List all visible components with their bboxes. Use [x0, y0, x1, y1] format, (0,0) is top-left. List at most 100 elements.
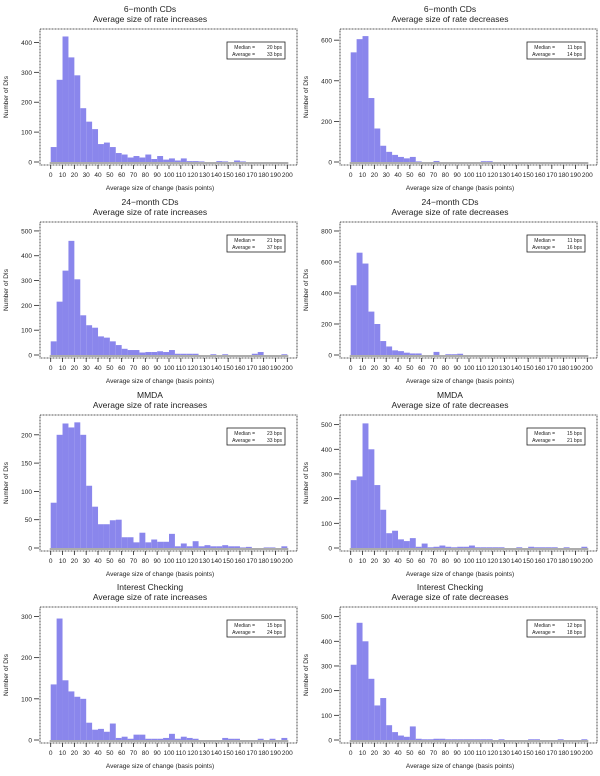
chart-subtitle: Average size of rate increases: [93, 207, 207, 217]
x-tick-label: 190: [570, 558, 581, 565]
histogram-bar: [222, 161, 229, 162]
histogram-bar: [86, 325, 93, 355]
histogram-bar: [115, 737, 122, 740]
histogram-bar: [121, 154, 128, 162]
y-axis-label: Number of DIs: [303, 268, 310, 311]
histogram-bar: [362, 423, 369, 548]
histogram-bar: [103, 524, 110, 548]
x-tick-label: 170: [246, 365, 257, 372]
x-tick-label: 160: [235, 365, 246, 372]
x-tick-label: 190: [270, 172, 281, 179]
x-tick-label: 80: [142, 172, 150, 179]
histogram-bar: [486, 739, 493, 740]
x-tick-label: 70: [130, 365, 138, 372]
x-tick-label: 200: [582, 172, 593, 179]
histogram-bar: [374, 705, 381, 740]
histogram-bar: [198, 546, 205, 548]
legend-label: Median =: [234, 431, 255, 437]
histogram-bar: [480, 161, 487, 162]
x-axis-label: Average size of change (basis points): [406, 185, 514, 192]
x-tick-label: 0: [349, 172, 353, 179]
histogram-bar: [174, 546, 181, 548]
histogram-bar: [457, 739, 464, 740]
histogram-bar: [180, 543, 187, 548]
histogram-bar: [109, 723, 116, 740]
x-tick-label: 30: [383, 558, 391, 565]
histogram-bar: [74, 279, 81, 355]
x-tick-label: 180: [258, 750, 269, 757]
y-axis-label: Number of DIs: [303, 653, 310, 696]
x-tick-label: 50: [106, 172, 114, 179]
histogram-bar: [92, 506, 99, 548]
x-tick-label: 70: [130, 750, 138, 757]
x-tick-label: 150: [523, 365, 534, 372]
histogram-bar: [409, 156, 416, 162]
histogram-panel: MMDA Average size of rate decreases 0 100 20…: [300, 386, 600, 579]
y-tick-label: 0: [328, 160, 332, 167]
x-tick-label: 60: [418, 172, 426, 179]
x-tick-label: 40: [94, 750, 102, 757]
x-tick-label: 80: [442, 172, 450, 179]
x-tick-label: 140: [511, 172, 522, 179]
x-tick-label: 30: [83, 558, 91, 565]
histogram-bar: [281, 546, 288, 548]
histogram-bar: [457, 353, 464, 355]
histogram-bar: [186, 353, 193, 355]
histogram-bar: [239, 161, 246, 162]
histogram-bar: [356, 622, 363, 740]
histogram-bar: [528, 739, 535, 740]
x-tick-label: 70: [130, 558, 138, 565]
x-tick-label: 200: [582, 365, 593, 372]
histogram-bar: [86, 722, 93, 740]
histogram-bar: [192, 541, 199, 548]
histogram-bar: [534, 547, 540, 548]
histogram-bar: [234, 546, 240, 548]
y-tick-label: 0: [28, 738, 32, 745]
x-tick-label: 110: [176, 365, 187, 372]
histogram-bar: [56, 618, 63, 740]
chart-title: MMDA: [137, 390, 163, 400]
x-tick-label: 50: [106, 558, 114, 565]
x-tick-label: 100: [164, 365, 175, 372]
histogram-bar: [392, 154, 399, 162]
y-tick-label: 0: [28, 546, 32, 553]
x-tick-label: 170: [546, 558, 557, 565]
histogram-bar: [516, 547, 523, 548]
histogram-bar: [216, 161, 223, 162]
x-tick-label: 130: [199, 365, 210, 372]
legend-value: 11 bps: [567, 238, 582, 244]
histogram-bar: [486, 547, 493, 548]
histogram-bar: [427, 739, 434, 740]
histogram-bar: [62, 423, 69, 548]
histogram-bar: [157, 541, 164, 548]
x-tick-label: 100: [164, 558, 175, 565]
y-axis-label: Number of DIs: [303, 75, 310, 118]
histogram-bar: [398, 351, 404, 355]
y-tick-label: 400: [21, 253, 32, 260]
histogram-bar: [457, 546, 464, 548]
legend-label: Average =: [532, 245, 555, 251]
histogram-bar: [380, 698, 387, 740]
histogram-bar: [109, 520, 116, 548]
y-axis-label: Number of DIs: [3, 653, 10, 696]
x-tick-label: 30: [383, 365, 391, 372]
histogram-bar: [415, 161, 422, 162]
histogram-bar: [139, 734, 146, 740]
histogram-bar: [50, 147, 57, 162]
x-tick-label: 70: [430, 558, 438, 565]
histogram-bar: [74, 422, 81, 548]
legend-box: [226, 427, 286, 446]
histogram-bar: [68, 240, 75, 355]
histogram-bar: [80, 698, 87, 740]
y-tick-label: 100: [21, 130, 32, 137]
legend-value: 37 bps: [267, 245, 283, 251]
x-tick-label: 180: [258, 365, 269, 372]
histogram-bar: [433, 738, 440, 740]
x-tick-label: 30: [383, 172, 391, 179]
x-tick-label: 60: [418, 558, 426, 565]
histogram-bar: [121, 348, 128, 355]
x-tick-label: 20: [371, 750, 379, 757]
